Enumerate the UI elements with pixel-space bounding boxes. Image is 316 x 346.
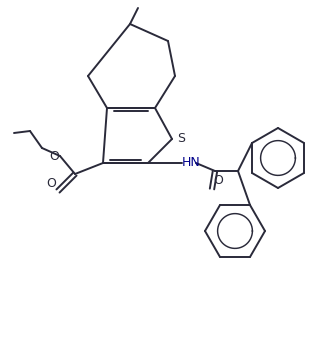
Text: O: O — [46, 177, 56, 190]
Text: O: O — [213, 174, 223, 187]
Text: O: O — [49, 149, 59, 163]
Text: S: S — [177, 133, 185, 146]
Text: HN: HN — [182, 156, 201, 170]
